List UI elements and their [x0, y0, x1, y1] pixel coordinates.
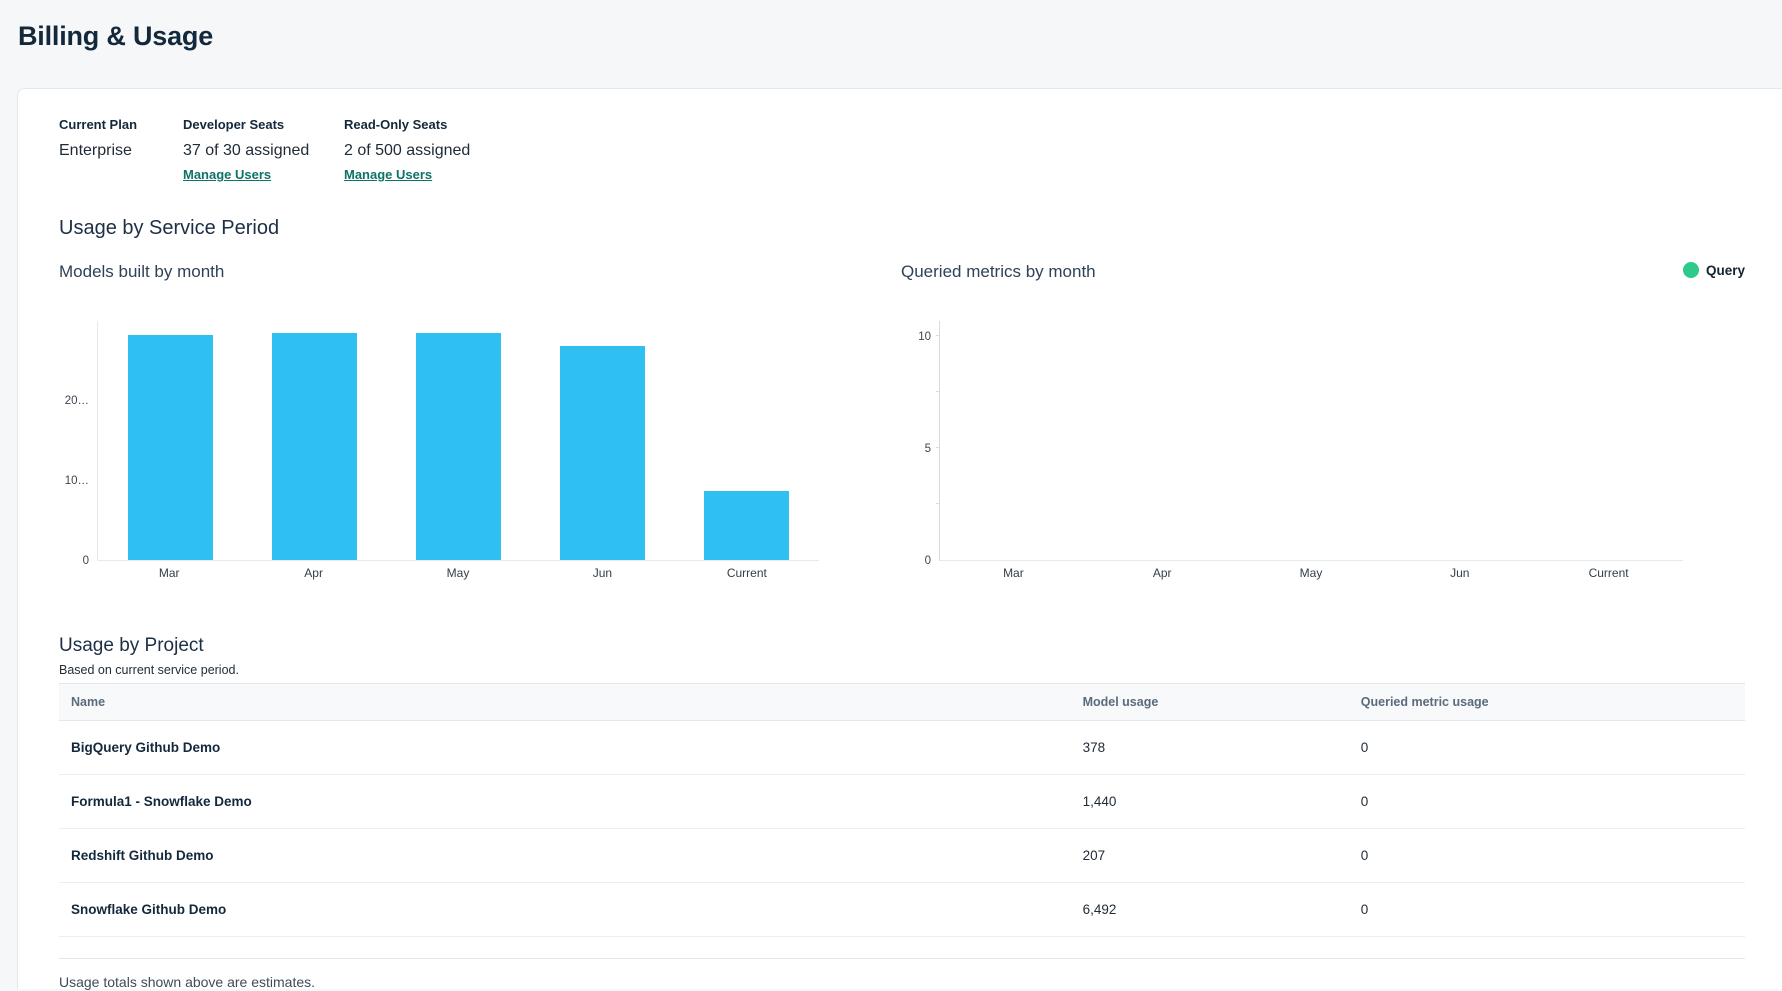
model-usage-cell: 207	[1071, 829, 1349, 883]
x-axis-label-may: May	[1237, 566, 1386, 581]
queried-metric-usage-cell: 0	[1349, 721, 1745, 775]
billing-card: Current Plan Enterprise Developer Seats …	[17, 88, 1782, 989]
page-title: Billing & Usage	[18, 21, 1782, 52]
axis-tick-mark	[936, 391, 940, 392]
project-name-cell: Redshift Github Demo	[59, 829, 1071, 883]
model-usage-cell: 1,440	[1071, 775, 1349, 829]
query-legend-dot-icon	[1683, 262, 1699, 278]
column-header-model-usage: Model usage	[1071, 684, 1349, 721]
queried-metrics-plot	[939, 321, 1683, 561]
current-plan-column: Current Plan Enterprise	[59, 117, 183, 183]
bar-apr	[272, 333, 357, 560]
x-axis-label-current: Current	[675, 566, 819, 581]
current-plan-value: Enterprise	[59, 141, 183, 161]
x-axis-label-apr: Apr	[241, 566, 385, 581]
models-built-chart-title: Models built by month	[59, 261, 819, 283]
manage-users-link-readonly[interactable]: Manage Users	[344, 167, 432, 183]
bar-jun	[560, 346, 645, 560]
readonly-seats-label: Read-Only Seats	[344, 117, 470, 133]
bar-slot	[940, 321, 1089, 560]
queried-metric-usage-cell: 0	[1349, 775, 1745, 829]
x-axis-label-may: May	[386, 566, 530, 581]
x-axis-label-jun: Jun	[1385, 566, 1534, 581]
axis-tick-mark	[936, 335, 940, 336]
bar-slot	[675, 321, 819, 560]
bar-slot	[98, 321, 242, 560]
y-axis-tick-label: 0	[925, 554, 931, 568]
page-header: Billing & Usage	[0, 0, 1782, 88]
y-axis-tick-label: 0	[83, 554, 89, 568]
chart-legend: Query	[1683, 262, 1745, 278]
usage-by-project-subtitle: Based on current service period.	[59, 663, 1745, 678]
bar-mar	[128, 335, 213, 560]
project-name-cell: BigQuery Github Demo	[59, 721, 1071, 775]
models-built-plot	[97, 321, 819, 561]
x-axis-label-jun: Jun	[530, 566, 674, 581]
axis-tick-mark	[936, 447, 940, 448]
y-axis-tick-label: 10…	[65, 474, 89, 488]
plan-summary: Current Plan Enterprise Developer Seats …	[59, 117, 1745, 183]
table-empty-row	[59, 937, 1745, 959]
readonly-seats-column: Read-Only Seats 2 of 500 assigned Manage…	[344, 117, 470, 183]
usage-estimates-note: Usage totals shown above are estimates.	[59, 973, 1745, 991]
y-axis-tick-label: 20…	[65, 394, 89, 408]
bar-slot	[1386, 321, 1535, 560]
x-axis-label-apr: Apr	[1088, 566, 1237, 581]
developer-seats-label: Developer Seats	[183, 117, 344, 133]
usage-by-project-title: Usage by Project	[59, 634, 1745, 658]
bar-slot	[386, 321, 530, 560]
queried-metric-usage-cell: 0	[1349, 829, 1745, 883]
bar-slot	[1089, 321, 1238, 560]
x-axis-label-mar: Mar	[97, 566, 241, 581]
manage-users-link-developer[interactable]: Manage Users	[183, 167, 271, 183]
developer-seats-column: Developer Seats 37 of 30 assigned Manage…	[183, 117, 344, 183]
query-legend-label: Query	[1706, 263, 1745, 278]
column-header-name: Name	[59, 684, 1071, 721]
bar-current	[704, 491, 789, 560]
bar-slot	[242, 321, 386, 560]
column-header-queried-metric-usage: Queried metric usage	[1349, 684, 1745, 721]
bar-may	[416, 333, 501, 560]
usage-by-service-period-title: Usage by Service Period	[59, 215, 1745, 241]
x-axis-label-current: Current	[1534, 566, 1683, 581]
axis-tick-mark	[936, 503, 940, 504]
model-usage-cell: 6,492	[1071, 883, 1349, 937]
y-axis-tick-label: 5	[925, 442, 931, 456]
project-name-cell: Formula1 - Snowflake Demo	[59, 775, 1071, 829]
queried-metrics-chart-title: Queried metrics by month	[901, 261, 1683, 283]
y-axis-tick-label: 10	[918, 330, 931, 344]
developer-seats-value: 37 of 30 assigned	[183, 141, 344, 161]
bar-slot	[1237, 321, 1386, 560]
table-header: Name Model usage Queried metric usage	[59, 684, 1745, 721]
x-axis-label-mar: Mar	[939, 566, 1088, 581]
bar-slot	[531, 321, 675, 560]
queried-metric-usage-cell: 0	[1349, 883, 1745, 937]
model-usage-cell: 378	[1071, 721, 1349, 775]
bar-slot	[1534, 321, 1683, 560]
readonly-seats-value: 2 of 500 assigned	[344, 141, 470, 161]
project-name-cell: Snowflake Github Demo	[59, 883, 1071, 937]
current-plan-label: Current Plan	[59, 117, 183, 133]
usage-by-project-table: Name Model usage Queried metric usage Bi…	[59, 683, 1745, 937]
